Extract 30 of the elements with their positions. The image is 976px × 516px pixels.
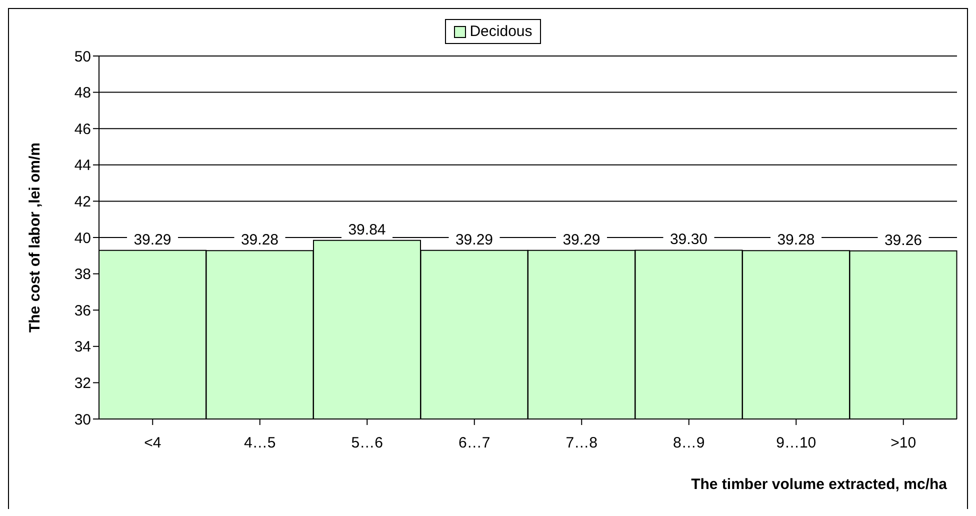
x-tick-label: 8…9 xyxy=(673,434,705,452)
y-tick-label: 34 xyxy=(74,338,91,356)
text: 39.29 xyxy=(562,231,600,248)
text: 39.29 xyxy=(134,231,172,248)
text: 39.26 xyxy=(884,232,922,249)
text: 39.84 xyxy=(348,221,386,238)
y-tick-label: 38 xyxy=(74,266,91,284)
x-tick-label: 7…8 xyxy=(566,434,598,452)
y-tick-label: 50 xyxy=(74,48,91,66)
legend-label: Decidous xyxy=(468,23,532,40)
text: 39.30 xyxy=(670,231,708,248)
y-tick-label: 44 xyxy=(74,157,91,174)
y-tick-label: 42 xyxy=(74,194,91,211)
y-tick-label: 32 xyxy=(74,375,91,392)
text: 39.28 xyxy=(240,232,279,249)
x-tick-label: >10 xyxy=(890,434,916,452)
text: 39.28 xyxy=(777,232,815,249)
x-tick-label: 4…5 xyxy=(244,434,276,452)
x-tick-label: 6…7 xyxy=(458,434,490,452)
x-tick-label: 9…10 xyxy=(776,434,816,452)
x-tick-label: <4 xyxy=(144,434,162,452)
text: 39.29 xyxy=(455,231,494,248)
y-tick-label: 48 xyxy=(74,84,91,102)
x-tick-label: 5…6 xyxy=(351,434,383,452)
y-tick-label: 36 xyxy=(74,302,91,320)
x-axis-title: The timber volume extracted, mc/ha xyxy=(691,476,948,493)
y-tick-label: 46 xyxy=(74,120,91,138)
y-tick-label: 30 xyxy=(74,411,91,428)
y-tick-label: 40 xyxy=(74,230,91,247)
y-axis-title: The cost of labor ,lei om/m xyxy=(26,142,44,333)
